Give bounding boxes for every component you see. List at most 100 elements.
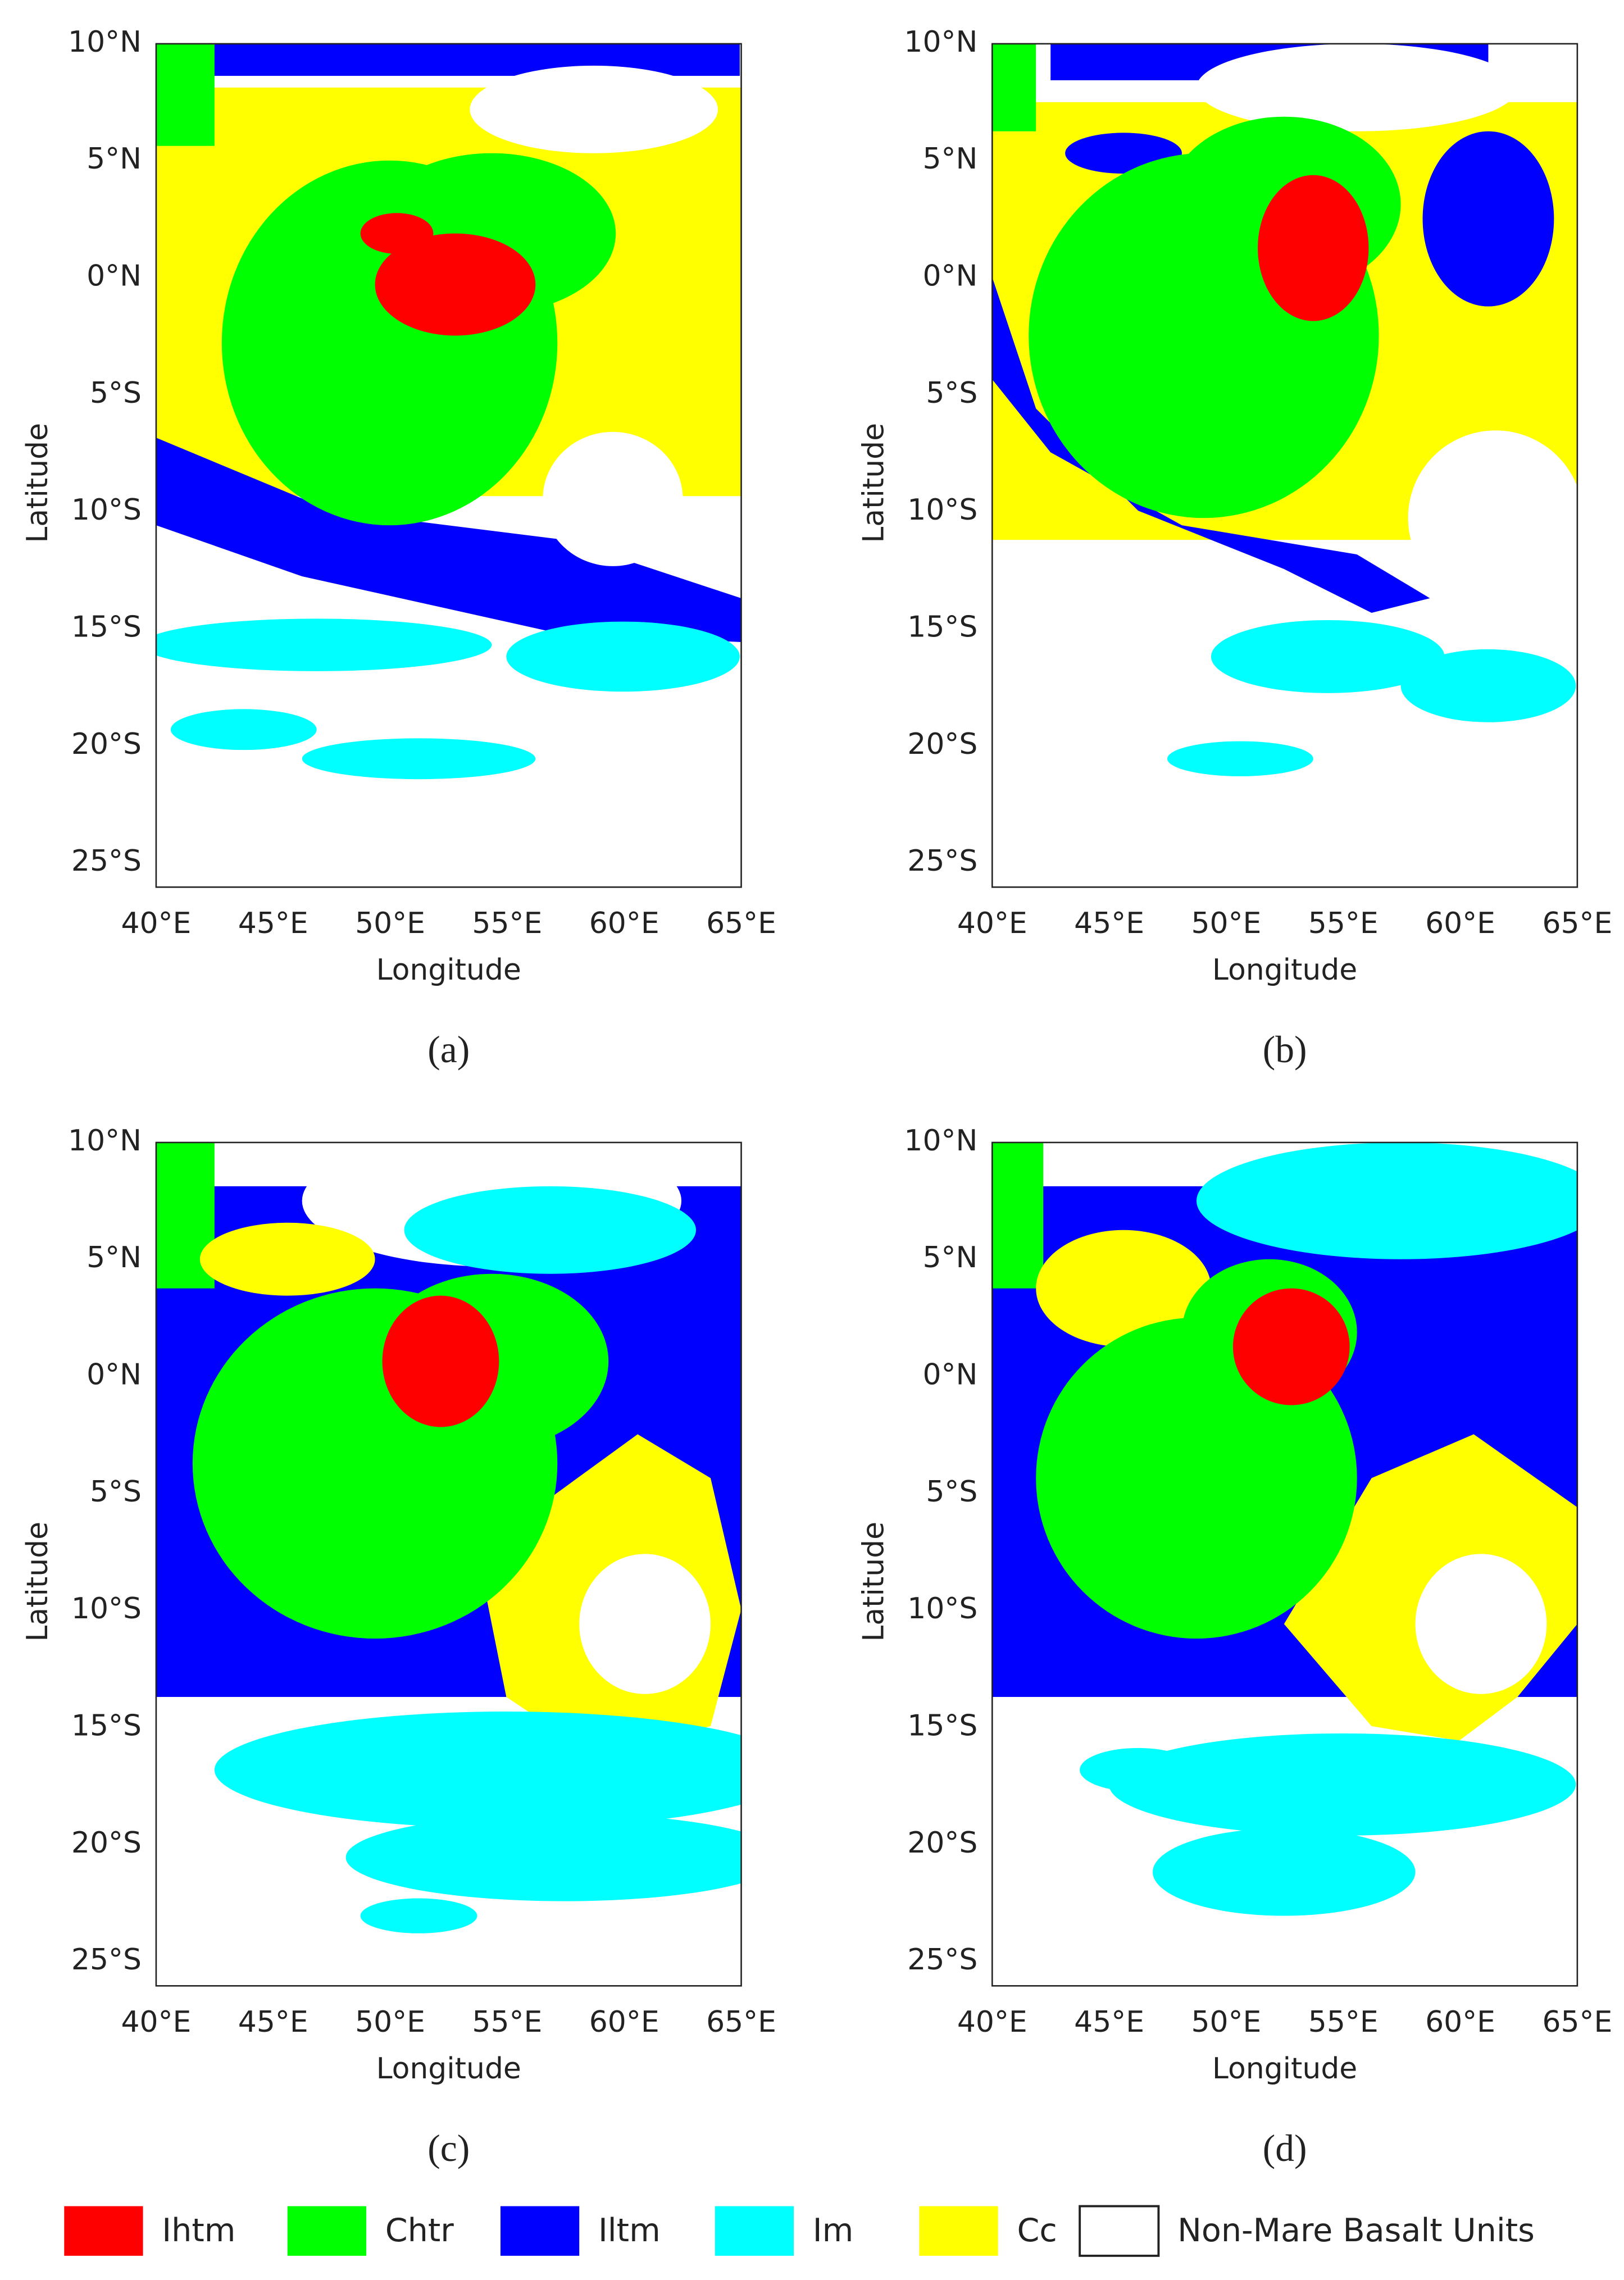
y-tick-label: 25°S	[907, 844, 977, 878]
y-tick-label: 5°S	[926, 1475, 977, 1509]
legend-label: Ihtm	[162, 2212, 235, 2249]
unit-region	[1197, 1142, 1577, 1259]
y-tick-label: 10°S	[907, 1592, 977, 1626]
unit-region	[992, 43, 1036, 131]
y-tick-label: 15°S	[71, 1709, 142, 1743]
y-tick-label: 10°N	[68, 25, 142, 59]
y-tick-label: 5°S	[926, 376, 977, 410]
legend-label: Chtr	[385, 2212, 454, 2249]
y-tick-label: 25°S	[71, 844, 142, 878]
map-panel: 40°E 45°E 50°E 55°E 60°E 65°E 10°N 5°N 0°N 5°S 10°…	[857, 1124, 1612, 2169]
y-tick-label: 25°S	[71, 1943, 142, 1977]
map-area	[156, 43, 742, 888]
x-tick-label: 60°E	[589, 2005, 659, 2039]
legend-swatch	[715, 2206, 794, 2256]
x-tick-label: 45°E	[238, 907, 308, 940]
y-tick-label: 5°S	[90, 1475, 142, 1509]
x-tick-label: 40°E	[121, 2005, 191, 2039]
x-tick-label: 50°E	[355, 907, 425, 940]
x-tick-label: 65°E	[706, 907, 776, 940]
y-tick-label: 20°S	[907, 1826, 977, 1860]
x-tick-label: 40°E	[957, 907, 1027, 940]
unit-region	[360, 213, 434, 254]
map-panel: 40°E 45°E 50°E 55°E 60°E 65°E 10°N 5°N 0°N 5°S 10°…	[857, 25, 1612, 1071]
x-tick-label: 55°E	[472, 2005, 542, 2039]
y-tick-label: 5°N	[87, 1241, 142, 1275]
x-tick-label: 50°E	[1191, 2005, 1261, 2039]
y-tick-label: 10°N	[904, 1124, 977, 1158]
unit-region	[992, 1142, 1044, 1289]
unit-region	[1167, 741, 1313, 776]
map-frame	[155, 1141, 742, 1987]
legend-swatch	[64, 2206, 143, 2256]
y-tick-label: 0°N	[922, 260, 977, 293]
panel-label: (d)	[1263, 2127, 1307, 2169]
x-axis-label: Longitude	[1212, 2052, 1357, 2086]
unit-region	[470, 65, 718, 153]
x-tick-label: 60°E	[1425, 907, 1495, 940]
y-tick-label: 15°S	[907, 1709, 977, 1743]
unit-region	[1422, 131, 1554, 307]
unit-region	[506, 621, 740, 692]
x-axis-label: Longitude	[1212, 953, 1357, 987]
map-panel: 40°E 45°E 50°E 55°E 60°E 65°E 10°N 5°N 0°N 5°S 10°…	[21, 25, 776, 1071]
unit-region	[214, 1712, 742, 1828]
unit-region	[156, 438, 742, 642]
x-tick-label: 50°E	[355, 2005, 425, 2039]
legend-swatch	[919, 2206, 998, 2256]
y-tick-label: 10°N	[68, 1124, 142, 1158]
unit-region	[1258, 175, 1369, 321]
map-area	[992, 43, 1577, 888]
unit-region	[1080, 1747, 1197, 1792]
legend-label: Im	[813, 2212, 853, 2249]
legend-swatch	[500, 2206, 580, 2256]
y-tick-label: 0°N	[87, 1358, 142, 1392]
unit-region	[543, 431, 683, 566]
x-tick-label: 45°E	[238, 2005, 308, 2039]
x-axis-label: Longitude	[376, 2052, 521, 2086]
legend-label: Cc	[1017, 2212, 1057, 2249]
x-tick-label: 55°E	[1308, 2005, 1379, 2039]
unit-region	[156, 43, 215, 146]
panel-label: (a)	[427, 1028, 470, 1071]
y-tick-label: 10°S	[907, 493, 977, 527]
map-panel: 40°E 45°E 50°E 55°E 60°E 65°E 10°N 5°N 0°N 5°S 10°…	[21, 1124, 776, 2169]
unit-region	[170, 709, 317, 750]
legend-label: Non-Mare Basalt Units	[1177, 2212, 1535, 2249]
x-tick-label: 60°E	[1425, 2005, 1495, 2039]
unit-region	[302, 738, 536, 780]
y-tick-label: 15°S	[71, 611, 142, 644]
x-tick-label: 55°E	[472, 907, 542, 940]
y-tick-label: 15°S	[907, 611, 977, 644]
x-tick-label: 65°E	[1542, 2005, 1612, 2039]
x-axis-label: Longitude	[376, 953, 521, 987]
unit-region	[1408, 430, 1577, 606]
unit-region	[382, 1295, 499, 1427]
panel-label: (c)	[427, 2127, 470, 2169]
map-area	[156, 1142, 742, 1986]
unit-region	[992, 277, 1430, 613]
unit-region	[579, 1554, 711, 1694]
unit-region	[345, 1813, 742, 1901]
x-tick-label: 40°E	[121, 907, 191, 940]
y-tick-label: 20°S	[71, 1826, 142, 1860]
legend-swatch	[287, 2206, 366, 2256]
unit-region	[404, 1186, 696, 1274]
x-tick-label: 60°E	[589, 907, 659, 940]
unit-region	[1036, 1230, 1211, 1347]
y-tick-label: 5°N	[87, 142, 142, 176]
unit-region	[199, 43, 740, 76]
x-tick-label: 45°E	[1074, 907, 1144, 940]
y-tick-label: 5°N	[922, 142, 977, 176]
unit-region	[1400, 649, 1576, 722]
y-axis-label: Latitude	[857, 423, 890, 543]
unit-region	[1196, 43, 1518, 131]
map-frame	[155, 43, 742, 888]
y-axis-label: Latitude	[857, 1522, 890, 1642]
x-tick-label: 50°E	[1191, 907, 1261, 940]
legend-swatch	[1079, 2205, 1160, 2257]
unit-region	[1232, 1288, 1350, 1405]
